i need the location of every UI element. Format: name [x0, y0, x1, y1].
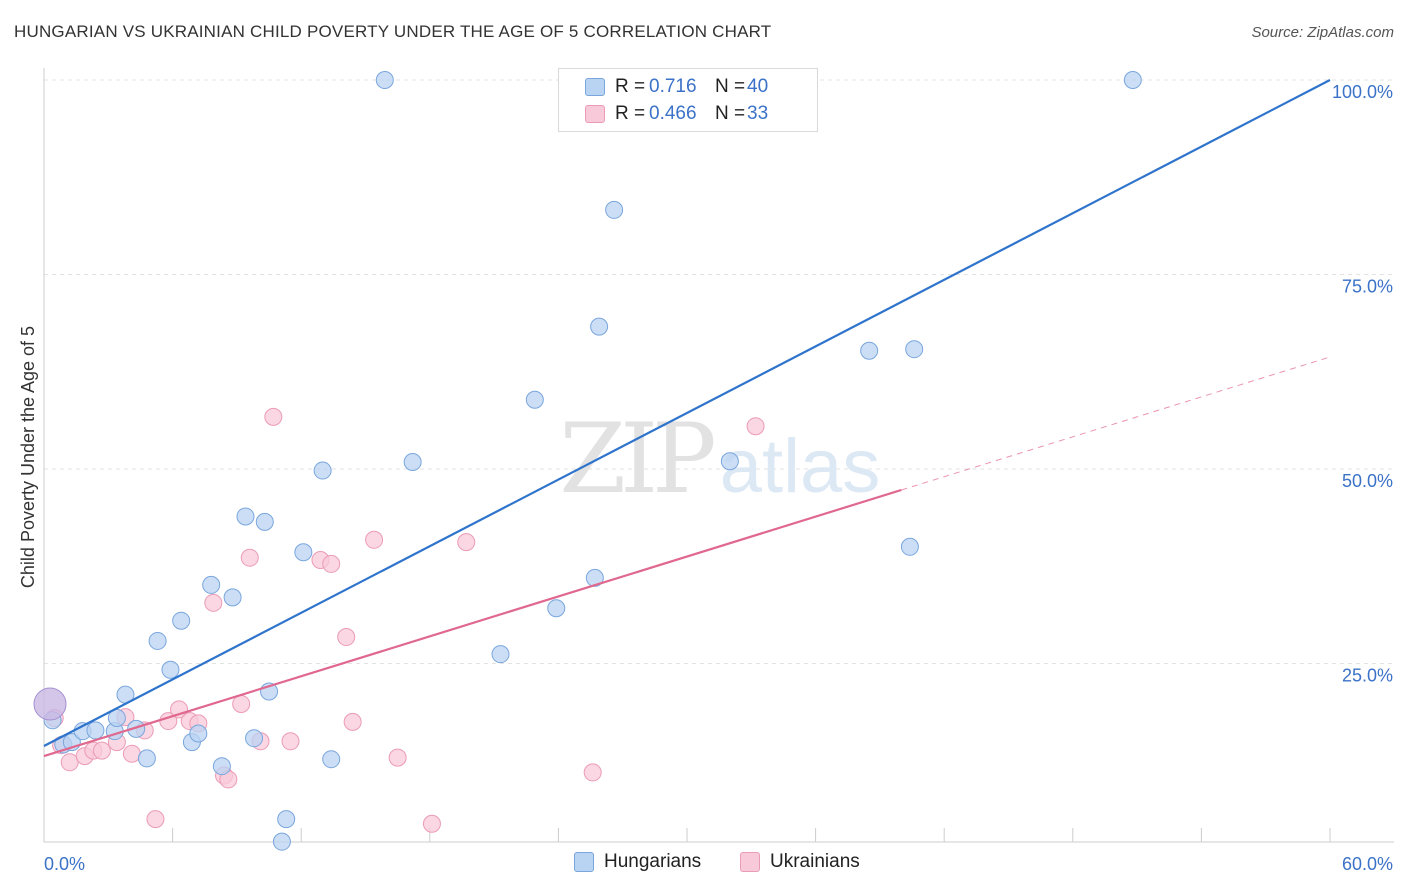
hungarians-point	[547, 599, 566, 618]
hungarians-point	[212, 757, 231, 776]
trendlines	[43, 79, 1331, 758]
hungarians-point	[605, 200, 624, 219]
ukrainians-swatch	[585, 105, 605, 123]
r-label: R =	[615, 103, 646, 124]
ukrainians-point	[92, 741, 111, 760]
hungarians-point	[148, 631, 167, 650]
correlation-legend: R = 0.716 N = 40 R = 0.466 N = 33	[558, 68, 818, 132]
n-label: N =	[715, 103, 746, 124]
y-axis-label: Child Poverty Under the Age of 5	[18, 326, 38, 588]
hungarians-point	[172, 611, 191, 630]
watermark-zip: ZIP	[559, 403, 714, 515]
y-tick-label: 25.0%	[1342, 666, 1393, 686]
n-label: N =	[715, 76, 746, 97]
chart-title: HUNGARIAN VS UKRAINIAN CHILD POVERTY UND…	[14, 22, 772, 41]
hungarians-point	[375, 71, 394, 89]
legend-label: Ukrainians	[770, 851, 860, 872]
watermark: ZIP atlas	[559, 403, 880, 515]
ukrainians-point	[388, 748, 407, 767]
hungarians-point	[525, 390, 544, 409]
r-value: 0.716	[649, 76, 697, 97]
r-label: R =	[615, 76, 646, 97]
hungarians-point	[491, 645, 510, 664]
ukrainians-point	[322, 554, 341, 573]
ukrainians-point	[365, 530, 384, 549]
hungarians-swatch	[585, 78, 605, 96]
hungarians-point	[255, 512, 274, 531]
hungarians-point	[860, 341, 879, 360]
watermark-atlas: atlas	[720, 424, 881, 509]
hungarians-point	[322, 750, 341, 769]
ukrainians-point	[60, 753, 79, 772]
ukrainians-point	[422, 814, 441, 833]
hungarians-point	[1123, 71, 1142, 89]
hungarians-point	[127, 719, 146, 738]
ukrainians-point	[264, 407, 283, 426]
ukrainians-point	[337, 628, 356, 647]
axis-labels: 25.0% 50.0% 75.0% 100.0% 0.0% 60.0% Child Pove…	[18, 82, 1393, 874]
legend-item-hungarians[interactable]: Hungarians	[574, 851, 701, 873]
hungarians-trendline	[43, 79, 1331, 747]
hungarians-point	[202, 575, 221, 594]
legend-item-ukrainians[interactable]: Ukrainians	[740, 851, 860, 873]
hungarians-point	[313, 461, 332, 480]
source-note: Source: ZipAtlas.com	[1251, 24, 1394, 41]
ukrainians-point	[122, 744, 141, 763]
ukrainians-point	[457, 533, 476, 552]
hungarians-point	[272, 832, 291, 851]
cluster-point	[33, 687, 67, 721]
ukrainians-point	[204, 593, 223, 612]
grid	[44, 79, 1394, 664]
hungarians-legend-swatch	[574, 852, 594, 872]
hungarians-point	[189, 724, 208, 743]
hungarians-point	[905, 340, 924, 359]
ukrainians-point	[343, 712, 362, 731]
ukrainians-point	[583, 763, 602, 782]
hungarians-point	[223, 588, 242, 607]
legend-row-ukrainians: R = 0.466 N = 33	[585, 101, 768, 127]
y-tick-label: 50.0%	[1342, 471, 1393, 491]
ukrainians-point	[281, 732, 300, 751]
ukrainians-trendline	[43, 488, 902, 758]
ukrainians-point	[146, 810, 165, 829]
ukrainians-point	[746, 417, 765, 436]
legend-label: Hungarians	[604, 851, 702, 872]
n-value: 33	[747, 103, 769, 124]
hungarians-points	[33, 71, 1142, 851]
hungarians-point	[900, 537, 919, 556]
legend-row-hungarians: R = 0.716 N = 40	[585, 74, 768, 100]
hungarians-point	[236, 507, 255, 526]
y-tick-label: 75.0%	[1342, 277, 1393, 297]
hungarians-point	[86, 721, 105, 740]
hungarians-point	[585, 568, 604, 587]
hungarians-point	[403, 452, 422, 471]
hungarians-point	[294, 543, 313, 562]
series-legend: Hungarians Ukrainians	[0, 851, 1406, 877]
x-tick-label: 60.0%	[1342, 854, 1393, 874]
ukrainians-trendline-extension	[901, 356, 1331, 491]
ukrainians-point	[232, 694, 251, 713]
ukrainians-point	[240, 548, 259, 567]
hungarians-point	[720, 452, 739, 471]
hungarians-point	[590, 317, 609, 336]
x-tick-label: 0.0%	[44, 854, 85, 874]
n-value: 40	[747, 76, 769, 97]
hungarians-point	[245, 729, 264, 748]
y-tick-label: 100.0%	[1332, 82, 1393, 102]
hungarians-point	[137, 749, 156, 768]
ukrainians-legend-swatch	[740, 852, 760, 872]
hungarians-point	[277, 810, 296, 829]
r-value: 0.466	[649, 103, 697, 124]
hungarians-point	[161, 660, 180, 679]
